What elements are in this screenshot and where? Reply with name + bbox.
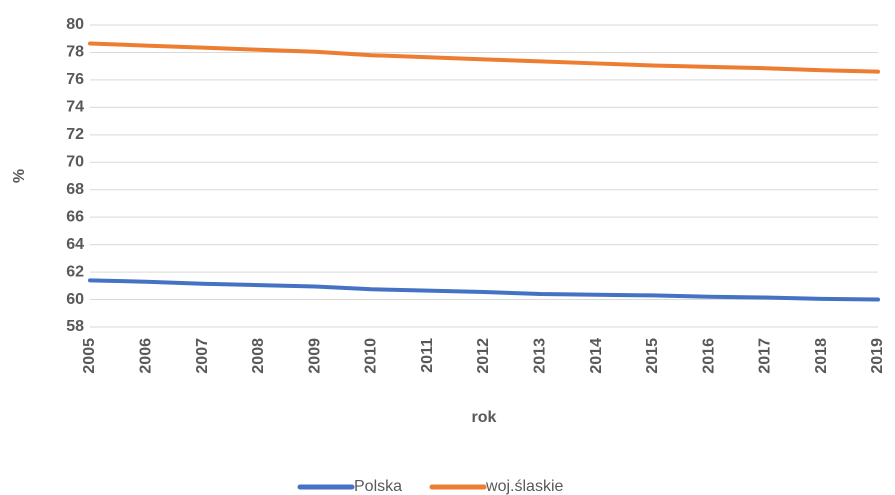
x-tick-label: 2018 <box>813 338 830 374</box>
y-tick-label: 66 <box>66 208 84 225</box>
legend-label: Polska <box>354 478 402 495</box>
x-tick-label: 2011 <box>419 338 436 373</box>
y-tick-label: 64 <box>66 236 84 253</box>
x-tick-label: 2017 <box>757 338 774 374</box>
y-tick-label: 78 <box>66 44 84 61</box>
y-tick-label: 58 <box>66 318 84 335</box>
x-tick-label: 2015 <box>644 338 661 374</box>
series-line <box>88 41 880 74</box>
legend-label: woj.ślaskie <box>485 478 563 495</box>
x-tick-label: 2013 <box>532 338 549 374</box>
x-tick-label: 2006 <box>138 338 155 374</box>
x-tick-label: 2009 <box>306 338 323 374</box>
series-line <box>88 278 880 302</box>
x-tick-label: 2019 <box>869 338 886 374</box>
y-tick-label: 62 <box>66 263 84 280</box>
y-tick-label: 60 <box>66 291 84 308</box>
y-tick-label: 68 <box>66 181 84 198</box>
y-tick-label: 80 <box>66 16 84 33</box>
y-tick-label: 76 <box>66 71 84 88</box>
y-tick-label: 70 <box>66 153 84 170</box>
x-tick-label: 2005 <box>81 338 98 374</box>
x-tick-label: 2016 <box>700 338 717 374</box>
x-tick-label: 2007 <box>194 338 211 374</box>
x-tick-label: 2010 <box>363 338 380 374</box>
x-tick-label: 2008 <box>250 338 267 374</box>
x-tick-label: 2014 <box>588 338 605 374</box>
y-axis-label: % <box>11 169 28 183</box>
x-tick-label: 2012 <box>475 338 492 374</box>
y-tick-label: 74 <box>66 99 84 116</box>
x-axis-label: rok <box>472 409 497 426</box>
y-tick-label: 72 <box>66 126 84 143</box>
